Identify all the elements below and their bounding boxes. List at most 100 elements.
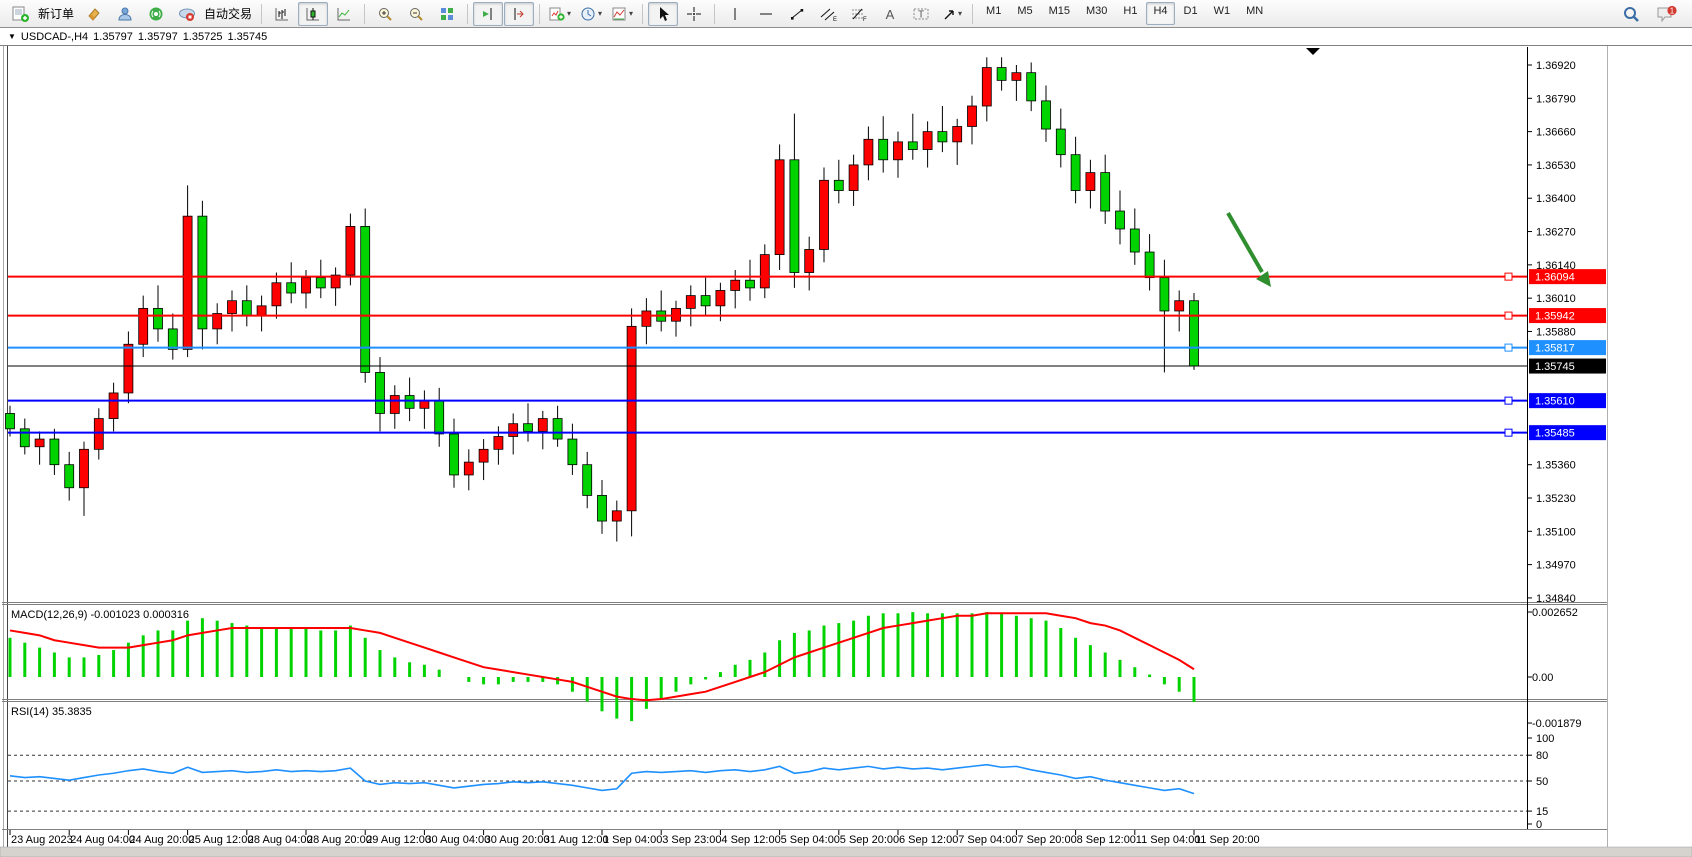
separator: [364, 3, 366, 24]
price-tick-label: 1.36920: [1536, 60, 1576, 72]
price-tick-label: 1.36400: [1536, 193, 1576, 205]
zoom-in-button[interactable]: [370, 2, 400, 26]
indicators-button[interactable]: ▾: [545, 2, 575, 26]
candle: [1144, 234, 1155, 291]
search-button[interactable]: [1616, 2, 1646, 26]
line-chart-icon: [337, 7, 351, 20]
trend-arrow-head[interactable]: [1256, 271, 1271, 287]
candle: [93, 408, 104, 460]
chat-person-icon: [118, 7, 132, 20]
timeframe-button-D1[interactable]: D1: [1183, 5, 1198, 17]
candlestick-chart-button[interactable]: [298, 1, 329, 26]
candles-layer: [5, 57, 1199, 542]
zoom-out-button[interactable]: [401, 2, 431, 26]
notifications-button[interactable]: 1: [1652, 2, 1682, 26]
text-tool-button[interactable]: A: [875, 2, 905, 26]
chart-shift-button[interactable]: [504, 1, 535, 26]
timeframe-button-M15[interactable]: M15: [1048, 5, 1070, 17]
vertical-line-icon: [734, 7, 736, 20]
candle: [537, 410, 548, 450]
price-tick-label: 1.36790: [1536, 93, 1576, 105]
autotrading-icon: [179, 8, 196, 21]
time-tick-label: 7 Sep 04:00: [958, 834, 1017, 846]
community-button[interactable]: [110, 2, 140, 26]
vertical-line-tool-button[interactable]: [720, 2, 750, 26]
candle: [64, 451, 75, 501]
macd-panel: 0.002652 0.00 -0.001879: [8, 607, 1582, 730]
horizontal-line-tool-button[interactable]: [751, 2, 781, 26]
hline-handle[interactable]: [1504, 311, 1513, 320]
timeframe-button-W1[interactable]: W1: [1213, 5, 1231, 17]
candle: [1100, 154, 1111, 224]
new-order-label[interactable]: 新订单: [38, 7, 75, 21]
candle: [508, 413, 519, 455]
hline-handle[interactable]: [1504, 396, 1513, 405]
candle: [227, 290, 237, 332]
timeframe-button-M30[interactable]: M30: [1086, 5, 1108, 17]
periods-button[interactable]: ▾: [576, 2, 606, 26]
tile-windows-button[interactable]: [432, 2, 462, 26]
hline-handle[interactable]: [1504, 428, 1513, 437]
chart-shift-marker[interactable]: [1306, 48, 1320, 55]
price-tick-label: 1.36140: [1536, 260, 1576, 272]
arrows-tool-button[interactable]: ▾: [937, 2, 967, 26]
text-label-tool-button[interactable]: T: [906, 2, 936, 26]
time-tick-label: 23 Aug 2023: [11, 834, 73, 846]
eraser-icon: [88, 7, 100, 21]
time-tick-label: 28 Aug 20:00: [307, 834, 372, 846]
price-tick-label: 1.35360: [1536, 460, 1576, 472]
styler-button[interactable]: [79, 2, 109, 26]
time-tick-label: 1 Sep 04:00: [603, 834, 662, 846]
price-tick-label: 1.36010: [1536, 293, 1576, 305]
time-tick-label: 3 Sep 23:00: [662, 834, 721, 846]
trend-arrow-shaft[interactable]: [1226, 212, 1264, 273]
candle: [153, 285, 163, 342]
candle: [685, 285, 696, 327]
rsi-plot-area[interactable]: [8, 702, 1527, 829]
chart-plot-area[interactable]: [8, 47, 1527, 601]
candle: [863, 126, 874, 181]
macd-tick-label: 0.002652: [1532, 607, 1578, 619]
templates-button[interactable]: ▾: [607, 2, 637, 26]
price-tag: [1529, 393, 1606, 409]
hline-handle[interactable]: [1504, 343, 1513, 352]
timeframe-button-H1[interactable]: H1: [1123, 5, 1138, 17]
timeframe-button-M1[interactable]: M1: [986, 5, 1002, 17]
rsi-tick-label: 100: [1536, 733, 1554, 745]
price-tag: [1529, 358, 1606, 374]
trendline-tool-button[interactable]: [782, 2, 812, 26]
separator: [714, 3, 716, 24]
line-chart-button[interactable]: [329, 2, 359, 26]
price-tag-label: 1.36094: [1535, 272, 1575, 284]
horizontal-scrollbar-area[interactable]: [0, 846, 1692, 857]
timeframe-button-MN[interactable]: MN: [1246, 5, 1264, 17]
auto-scroll-button[interactable]: [473, 1, 504, 26]
bar-chart-button[interactable]: [267, 2, 297, 26]
autotrading-label[interactable]: 自动交易: [204, 7, 253, 21]
cursor-tool-button[interactable]: [648, 1, 679, 26]
arrow-objects-icon: [944, 9, 954, 19]
candle: [641, 298, 652, 345]
price-tick-label: 1.34840: [1536, 593, 1576, 605]
candle: [626, 308, 637, 537]
svg-text:A: A: [886, 7, 895, 22]
macd-plot-area[interactable]: [8, 605, 1527, 699]
candle: [893, 131, 903, 178]
crosshair-tool-button[interactable]: [679, 2, 709, 26]
autotrading-button[interactable]: [172, 2, 202, 26]
candle: [182, 185, 193, 358]
fibonacci-tool-button[interactable]: F: [844, 2, 874, 26]
equidistant-channel-tool-button[interactable]: E: [813, 2, 843, 26]
sound-button[interactable]: [141, 2, 171, 26]
timeframe-button-H4[interactable]: H4: [1146, 2, 1175, 25]
time-tick-label: 31 Aug 12:00: [544, 834, 609, 846]
collapse-triangle-icon[interactable]: ▼: [8, 32, 16, 41]
hline-handle[interactable]: [1504, 272, 1513, 281]
time-tick-label: 11 Sep 20:00: [1195, 834, 1260, 846]
timeframe-button-M5[interactable]: M5: [1017, 5, 1033, 17]
candle: [375, 357, 385, 432]
new-order-button[interactable]: [6, 2, 36, 26]
candle: [478, 439, 489, 481]
trend-arrow-annotation[interactable]: [1226, 212, 1271, 287]
